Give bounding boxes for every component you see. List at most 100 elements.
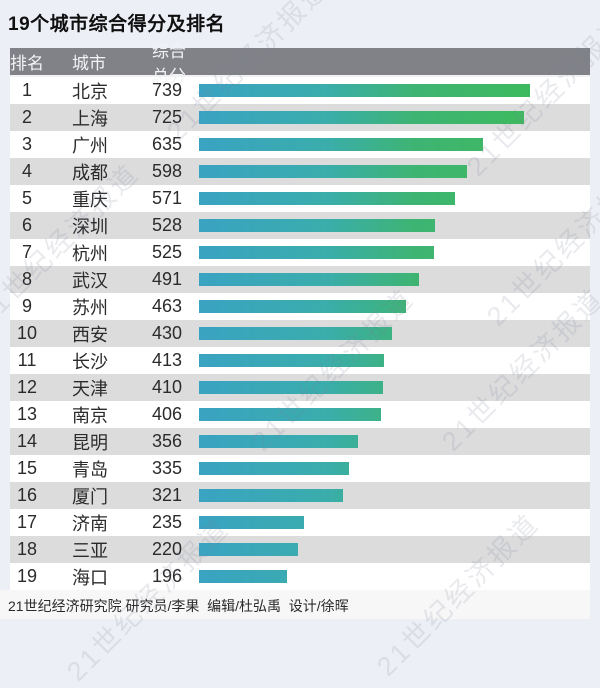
score-bar	[199, 246, 434, 259]
bar-track	[199, 327, 590, 340]
city-cell: 长沙	[72, 351, 108, 372]
rank-cell: 2	[21, 107, 32, 127]
table-row: 4 成都 598	[10, 158, 590, 185]
score-bar	[199, 111, 524, 124]
score-bar	[199, 381, 383, 394]
table-row: 1 北京 739	[10, 77, 590, 104]
score-bar	[199, 300, 406, 313]
score-bar	[199, 138, 483, 151]
rank-cell: 1	[21, 80, 32, 100]
bar-track	[199, 462, 590, 475]
city-cell: 昆明	[72, 432, 108, 453]
score-cell: 525	[152, 242, 183, 262]
score-cell: 321	[152, 485, 183, 505]
rank-cell: 16	[16, 485, 38, 505]
score-cell: 463	[152, 296, 183, 316]
table-row: 11 长沙 413	[10, 347, 590, 374]
city-cell: 济南	[72, 513, 108, 534]
bar-track	[199, 570, 590, 583]
score-cell: 196	[152, 566, 183, 586]
score-bar	[199, 462, 349, 475]
score-cell: 235	[152, 512, 183, 532]
table-row: 7 杭州 525	[10, 239, 590, 266]
table-row: 2 上海 725	[10, 104, 590, 131]
city-cell: 上海	[72, 108, 108, 129]
score-cell: 356	[152, 431, 183, 451]
table-row: 9 苏州 463	[10, 293, 590, 320]
score-bar	[199, 192, 455, 205]
rank-cell: 10	[16, 323, 38, 343]
score-bar	[199, 489, 343, 502]
score-cell: 220	[152, 539, 183, 559]
score-bar	[199, 273, 419, 286]
city-cell: 西安	[72, 324, 108, 345]
score-bar	[199, 408, 381, 421]
table-row: 17 济南 235	[10, 509, 590, 536]
bar-track	[199, 219, 590, 232]
bar-track	[199, 165, 590, 178]
score-cell: 413	[152, 350, 183, 370]
score-cell: 725	[152, 107, 183, 127]
table-row: 15 青岛 335	[10, 455, 590, 482]
bar-track	[199, 543, 590, 556]
city-cell: 海口	[72, 567, 108, 588]
city-cell: 青岛	[72, 459, 108, 480]
rank-cell: 3	[21, 134, 32, 154]
city-cell: 杭州	[72, 243, 108, 264]
city-cell: 北京	[72, 81, 108, 102]
city-cell: 厦门	[72, 486, 108, 507]
city-cell: 南京	[72, 405, 108, 426]
rank-cell: 17	[16, 512, 38, 532]
rank-cell: 5	[21, 188, 32, 208]
table-row: 13 南京 406	[10, 401, 590, 428]
city-cell: 武汉	[72, 270, 108, 291]
rank-cell: 8	[21, 269, 32, 289]
score-bar	[199, 570, 287, 583]
table-row: 8 武汉 491	[10, 266, 590, 293]
score-cell: 528	[152, 215, 183, 235]
column-header-rank: 排名	[10, 54, 44, 73]
table-row: 14 昆明 356	[10, 428, 590, 455]
table-row: 18 三亚 220	[10, 536, 590, 563]
bar-track	[199, 246, 590, 259]
rank-cell: 7	[21, 242, 32, 262]
score-cell: 430	[152, 323, 183, 343]
city-cell: 天津	[72, 378, 108, 399]
rank-cell: 14	[16, 431, 38, 451]
score-bar	[199, 516, 304, 529]
footer-band: 21世纪经济研究院 研究员/李果 编辑/杜弘禹 设计/徐晖	[0, 590, 590, 619]
rank-cell: 19	[16, 566, 38, 586]
bar-track	[199, 354, 590, 367]
bar-track	[199, 408, 590, 421]
score-bar	[199, 435, 358, 448]
score-cell: 635	[152, 134, 183, 154]
bar-track	[199, 516, 590, 529]
bar-track	[199, 273, 590, 286]
score-cell: 406	[152, 404, 183, 424]
bar-track	[199, 111, 590, 124]
bar-track	[199, 435, 590, 448]
table-row: 5 重庆 571	[10, 185, 590, 212]
table-body: 1 北京 739 2 上海 725 3 广州 635 4 成都 598 5 重庆…	[10, 77, 590, 590]
page-title: 19个城市综合得分及排名	[8, 14, 226, 35]
table-row: 10 西安 430	[10, 320, 590, 347]
score-cell: 739	[152, 80, 183, 100]
bar-track	[199, 138, 590, 151]
table-row: 16 厦门 321	[10, 482, 590, 509]
rank-cell: 4	[21, 161, 32, 181]
rank-cell: 9	[21, 296, 32, 316]
score-bar	[199, 84, 530, 97]
score-bar	[199, 219, 435, 232]
score-cell: 410	[152, 377, 183, 397]
table-row: 6 深圳 528	[10, 212, 590, 239]
credits-line: 21世纪经济研究院 研究员/李果 编辑/杜弘禹 设计/徐晖	[8, 598, 349, 614]
score-cell: 598	[152, 161, 183, 181]
score-bar	[199, 354, 384, 367]
table-header: 排名 城市 综合总分	[10, 42, 590, 86]
rank-cell: 13	[16, 404, 38, 424]
bar-track	[199, 84, 590, 97]
score-cell: 571	[152, 188, 183, 208]
score-cell: 335	[152, 458, 183, 478]
bar-track	[199, 489, 590, 502]
bar-track	[199, 381, 590, 394]
